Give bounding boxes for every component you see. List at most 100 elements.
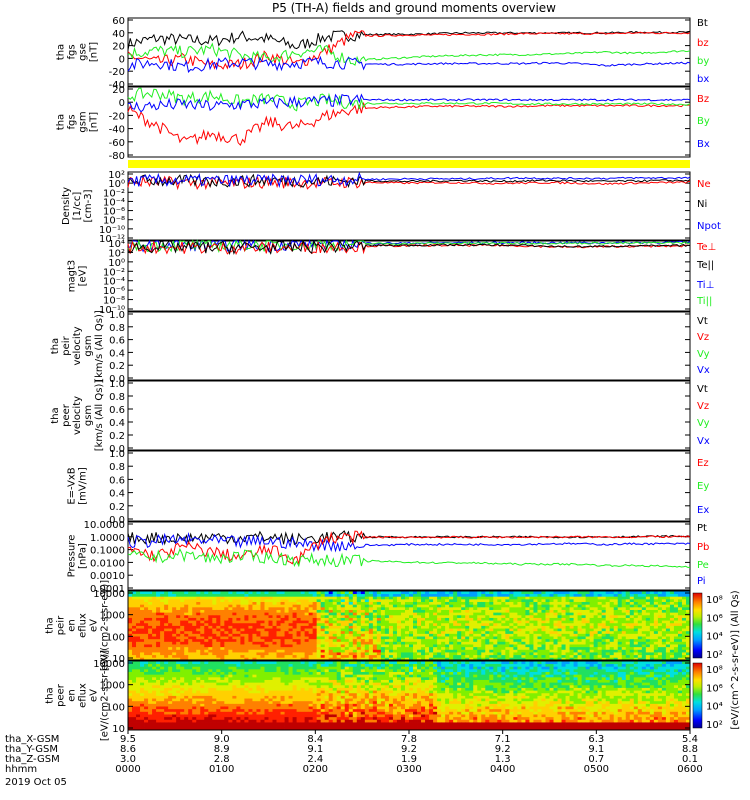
- spectrogram-cell: [264, 604, 269, 608]
- spectrogram-cell: [188, 663, 193, 667]
- spectrogram-cell: [188, 591, 193, 595]
- spectrogram-cell: [473, 625, 478, 629]
- spectrogram-cell: [136, 708, 141, 712]
- spectrogram-cell: [168, 630, 173, 634]
- spectrogram-cell: [505, 591, 510, 595]
- spectrogram-cell: [132, 652, 137, 656]
- spectrogram-cell: [216, 666, 221, 670]
- spectrogram-cell: [677, 604, 683, 608]
- spectrogram-cell: [208, 617, 213, 621]
- spectrogram-cell: [196, 703, 201, 707]
- spectrogram-cell: [176, 614, 181, 618]
- spectrogram-cell: [549, 638, 554, 642]
- spectrogram-cell: [661, 591, 667, 595]
- spectrogram-cell: [164, 596, 169, 600]
- spectrogram-cell: [565, 598, 570, 603]
- spectrogram-cell: [392, 633, 398, 637]
- spectrogram-cell: [489, 625, 494, 629]
- spectrogram-cell: [316, 633, 322, 637]
- spectrogram-cell: [493, 614, 498, 618]
- spectrogram-cell: [172, 661, 177, 665]
- spectrogram-cell: [192, 722, 197, 726]
- spectrogram-cell: [597, 614, 603, 618]
- spectrogram-cell: [260, 687, 265, 691]
- spectrogram-cell: [673, 652, 679, 656]
- spectrogram-cell: [360, 609, 366, 613]
- spectrogram-cell: [429, 622, 434, 626]
- spectrogram-cell: [637, 604, 643, 608]
- spectrogram-cell: [573, 636, 578, 640]
- spectrogram-cell: [316, 598, 322, 603]
- spectrogram-cell: [240, 724, 245, 728]
- spectrogram-cell: [533, 617, 538, 621]
- spectrogram-cell: [653, 628, 659, 632]
- spectrogram-cell: [296, 644, 302, 648]
- spectrogram-cell: [252, 663, 257, 667]
- spectrogram-cell: [577, 593, 583, 597]
- spectrogram-cell: [300, 644, 306, 648]
- spectrogram-cell: [641, 606, 647, 610]
- spectrogram-cell: [160, 661, 165, 665]
- spectrogram-cell: [184, 698, 189, 702]
- spectrogram-cell: [340, 614, 346, 618]
- spectrogram-cell: [509, 657, 514, 661]
- spectrogram-cell: [645, 654, 651, 658]
- spectrogram-cell: [292, 706, 297, 710]
- spectrogram-cell: [368, 612, 374, 616]
- spectrogram-cell: [192, 690, 197, 694]
- spectrogram-cell: [569, 596, 574, 600]
- spectrogram-cell: [457, 636, 462, 640]
- spectrogram-cell: [232, 698, 237, 702]
- spectrogram-cell: [441, 630, 446, 634]
- spectrogram-cell: [276, 630, 281, 634]
- spectrogram-cell: [609, 591, 615, 595]
- spectrogram-cell: [368, 617, 374, 621]
- spectrogram-cell: [216, 636, 221, 640]
- y-tick-label: -60: [109, 138, 125, 149]
- spectrogram-cell: [665, 633, 671, 637]
- y-tick-label: 10.0000: [84, 520, 125, 531]
- spectrogram-cell: [260, 625, 265, 629]
- spectrogram-cell: [276, 682, 281, 686]
- spectrogram-cell: [433, 636, 438, 640]
- spectrogram-cell: [348, 614, 354, 618]
- spectrogram-cell: [445, 657, 450, 661]
- spectrogram-cell: [565, 641, 570, 645]
- spectrogram-cell: [216, 609, 221, 613]
- spectrogram-cell: [252, 668, 257, 673]
- spectrogram-cell: [180, 609, 185, 613]
- spectrogram-cell: [204, 617, 209, 621]
- spectrogram-cell: [481, 620, 486, 624]
- spectrogram-cell: [489, 652, 494, 656]
- spectrogram-cell: [525, 638, 530, 642]
- legend-entry: Ne: [697, 179, 711, 190]
- spectrogram-cell: [372, 598, 378, 603]
- spectrogram-cell: [396, 652, 402, 656]
- spectrogram-cell: [312, 638, 318, 642]
- spectrogram-cell: [296, 606, 302, 610]
- spectrogram-cell: [136, 671, 141, 675]
- spectrogram-cell: [152, 679, 157, 683]
- spectrogram-cell: [336, 598, 342, 603]
- spectrogram-cell: [421, 620, 426, 624]
- spectrogram-cell: [160, 617, 165, 621]
- spectrogram-cell: [573, 593, 578, 597]
- spectrogram-cell: [425, 646, 430, 650]
- spectrogram-cell: [284, 636, 289, 640]
- spectrogram-cell: [388, 606, 394, 610]
- spectrogram-cell: [661, 601, 667, 605]
- spectrogram-cell: [513, 609, 518, 613]
- spectrogram-cell: [324, 657, 330, 661]
- spectrogram-cell: [613, 609, 619, 613]
- spectrogram-cell: [148, 617, 153, 621]
- spectrogram-cell: [380, 596, 386, 600]
- spectrogram-cell: [128, 628, 133, 632]
- spectrogram-cell: [284, 606, 289, 610]
- spectrogram-cell: [545, 654, 550, 658]
- spectrogram-cell: [128, 604, 133, 608]
- spectrogram-cell: [621, 644, 627, 648]
- spectrogram-cell: [220, 652, 225, 656]
- spectrogram-cell: [545, 652, 550, 656]
- spectrogram-cell: [477, 652, 482, 656]
- spectrogram-cell: [172, 638, 177, 642]
